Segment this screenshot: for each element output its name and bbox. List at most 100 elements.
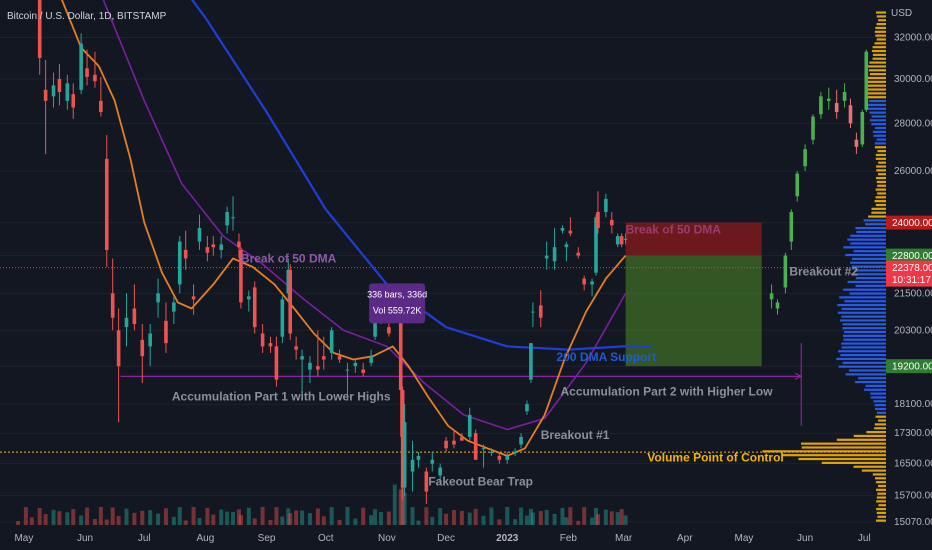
volume-bar xyxy=(321,516,326,525)
volume-profile xyxy=(762,11,886,522)
volume-bar xyxy=(92,518,97,525)
volume-bar xyxy=(400,482,405,525)
volume-profile-bar xyxy=(851,257,886,260)
volume-profile-bar xyxy=(871,207,886,210)
volume-profile-bar xyxy=(853,465,886,468)
volume-profile-bar xyxy=(876,38,886,41)
volume-bar xyxy=(392,484,397,525)
volume-bar xyxy=(211,514,216,525)
volume-bar xyxy=(361,507,366,525)
volume-bar xyxy=(51,509,56,525)
volume-bar xyxy=(57,511,62,525)
volume-bar xyxy=(438,508,443,525)
projected-candle-body xyxy=(795,173,800,197)
price-badge xyxy=(886,248,932,263)
time-tick-label: Nov xyxy=(378,533,396,544)
candle-body xyxy=(321,356,326,360)
candle-body xyxy=(398,320,403,391)
volume-profile-bar xyxy=(876,180,886,184)
volume-profile-bar xyxy=(801,442,886,445)
volume-profile-bar xyxy=(876,511,886,515)
volume-bar xyxy=(29,517,34,525)
volume-profile-bar xyxy=(837,303,886,307)
volume-bar xyxy=(576,520,581,525)
volume-profile-bar xyxy=(872,130,886,133)
volume-profile-bar xyxy=(863,219,886,222)
measure-bars-text: 336 bars, 336d xyxy=(367,289,427,299)
target-zone xyxy=(625,255,762,367)
volume-profile-bar xyxy=(855,380,886,384)
volume-bar xyxy=(386,511,391,525)
volume-profile-bar xyxy=(877,184,886,187)
volume-profile-bar xyxy=(875,188,886,191)
volume-profile-bar xyxy=(876,169,886,172)
volume-profile-bar xyxy=(854,269,886,272)
candle-body xyxy=(43,89,48,101)
volume-bar xyxy=(619,509,624,525)
projected-candle-body xyxy=(811,116,815,140)
annotation-label: Volume Point of Control xyxy=(647,451,783,465)
volume-profile-bar xyxy=(878,161,886,164)
candle-body xyxy=(416,455,421,460)
candle-body xyxy=(286,269,291,294)
candle-body xyxy=(219,244,223,250)
candle-body xyxy=(164,320,168,344)
candle-body xyxy=(560,227,565,231)
volume-bar xyxy=(171,516,176,525)
candle-body xyxy=(65,83,70,101)
candle-body xyxy=(85,68,89,77)
volume-bar xyxy=(246,507,251,525)
time-tick-label: Jun xyxy=(797,533,813,544)
projected-candle-body xyxy=(834,103,839,113)
volume-profile-bar xyxy=(841,315,886,318)
volume-bar xyxy=(116,515,121,525)
volume-profile-bar xyxy=(876,519,886,522)
time-tick-label: May xyxy=(14,533,33,544)
candle-body xyxy=(51,85,56,97)
volume-profile-bar xyxy=(762,450,886,453)
volume-bar xyxy=(23,507,28,525)
volume-profile-bar xyxy=(838,350,886,353)
price-badge xyxy=(886,260,932,287)
projected-candles xyxy=(769,49,869,315)
time-tick-label: Aug xyxy=(197,533,215,544)
volume-profile-bar xyxy=(851,265,886,268)
volume-profile-bar xyxy=(843,334,886,337)
volume-bar xyxy=(307,513,312,525)
time-axis[interactable]: May Jun Jul Aug Sep Oct Nov Dec 2023 Feb Mar Apr May… xyxy=(14,533,870,544)
volume-profile-bar xyxy=(841,346,886,349)
volume-bar xyxy=(473,508,478,525)
volume-profile-bar xyxy=(850,234,886,237)
volume-profile-bar xyxy=(836,357,886,361)
ma100-line xyxy=(102,0,627,431)
price-badge-label: 19200.00 xyxy=(892,362,932,373)
time-tick-label: Dec xyxy=(437,533,455,544)
volume-bar xyxy=(544,509,549,525)
volume-bar xyxy=(236,509,241,525)
volume-profile-bar xyxy=(843,288,886,291)
volume-profile-bar xyxy=(801,446,886,449)
price-tick-label: 28000.00 xyxy=(894,118,932,129)
volume-profile-bar xyxy=(875,407,886,411)
volume-bar xyxy=(337,519,342,525)
volume-profile-bar xyxy=(850,261,886,264)
volume-bar xyxy=(98,507,103,525)
volume-bar xyxy=(560,508,565,525)
price-tick-label: 20300.00 xyxy=(894,325,932,336)
candle-body xyxy=(505,455,510,460)
time-tick-label: Apr xyxy=(677,533,693,544)
volume-bar xyxy=(300,510,305,525)
volume-bar xyxy=(373,509,378,525)
candle-body xyxy=(564,244,569,248)
volume-profile-bar xyxy=(867,88,886,91)
volume-profile-bar xyxy=(870,392,886,395)
volume-profile-bar xyxy=(844,300,886,303)
price-tick-label: 15700.00 xyxy=(894,491,932,502)
price-axis[interactable]: 32000.00 30000.00 28000.00 26000.00 24000.00… xyxy=(886,32,932,528)
volume-bar xyxy=(191,507,196,525)
volume-bar xyxy=(252,518,257,525)
candle-body xyxy=(316,366,320,370)
volume-profile-bar xyxy=(874,126,886,130)
